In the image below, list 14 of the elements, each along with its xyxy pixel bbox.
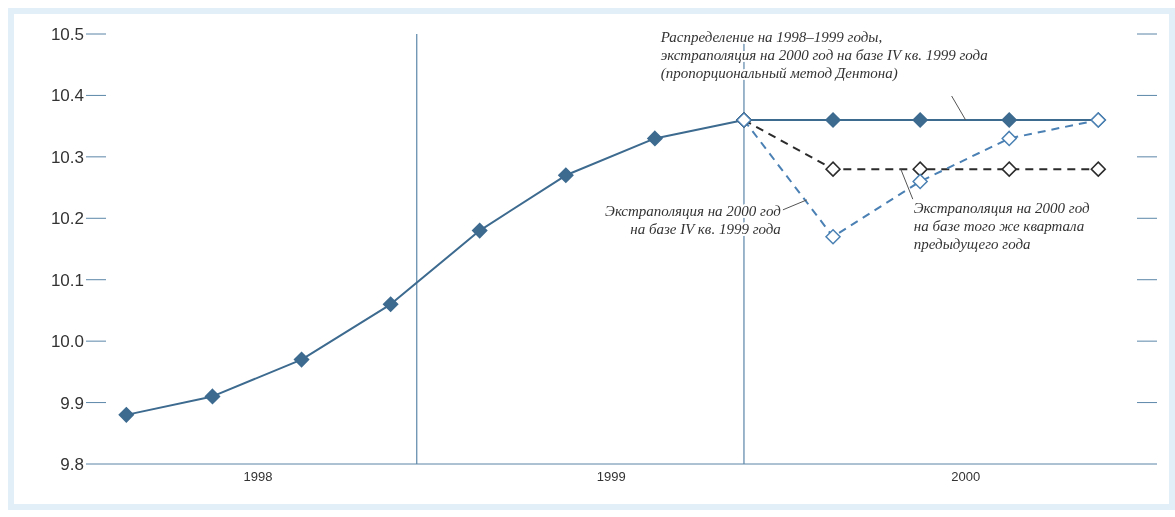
y-tick-label: 10.2 [50,209,84,229]
x-tick-label: 1999 [596,469,626,485]
y-tick-label: 10.5 [50,25,84,45]
y-tick-label: 10.4 [50,86,84,106]
y-tick-label: 10.3 [50,147,84,167]
y-tick-label: 10.1 [50,270,84,290]
y-tick-label: 10.0 [50,332,84,352]
y-tick-label: 9.9 [60,393,84,413]
y-tick-label: 9.8 [60,455,84,475]
annotation: Экстраполяция на 2000 год на базе IV кв. 1999 года [605,202,782,237]
annotation: Экстраполяция на 2000 год на базе того же квартала предыдущего года [913,200,1091,253]
x-tick-label: 2000 [951,469,981,485]
x-tick-label: 1998 [243,469,273,485]
annotation: Распределение на 1998–1999 годы, экстраполяция на 2000 год на базе IV кв. 1999 года (пропорциональный метод Дентона) [659,29,988,82]
